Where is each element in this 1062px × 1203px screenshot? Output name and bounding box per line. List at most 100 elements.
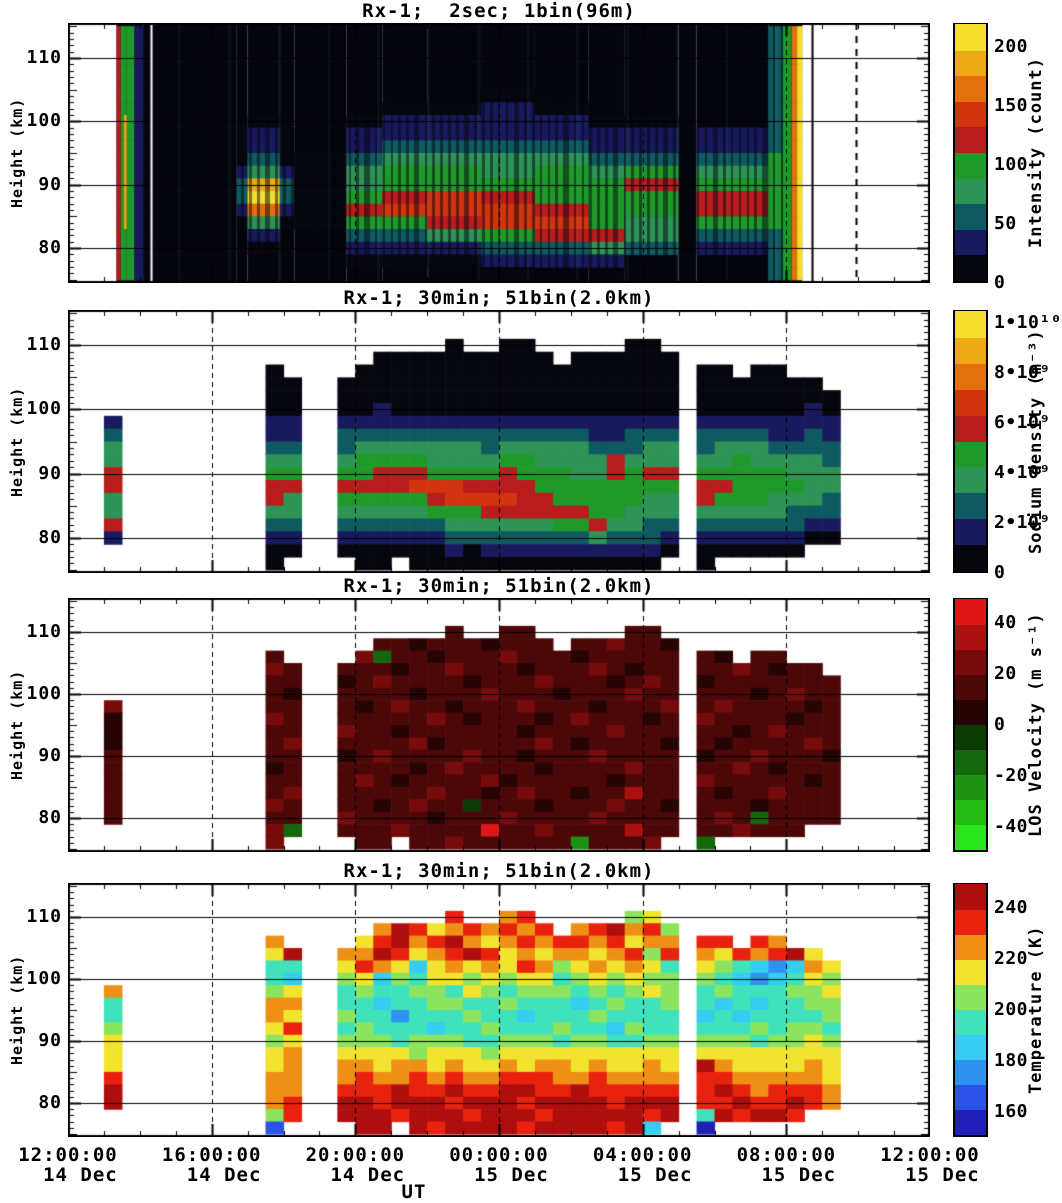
colorbar-tick-label: 2•10⁹ — [994, 512, 1051, 534]
panel-2-colorbar — [953, 310, 988, 573]
colorbar-block — [955, 984, 986, 1010]
colorbar-block — [955, 1009, 986, 1035]
colorbar-block — [955, 624, 986, 650]
colorbar-tick-label: 8•10⁹ — [994, 361, 1051, 383]
colorbar-block — [955, 518, 986, 546]
panel-1-heatmap — [68, 23, 930, 283]
colorbar-block — [955, 152, 986, 179]
y-tick-label: 100 — [26, 110, 62, 132]
colorbar-tick-label: 6•10⁹ — [994, 411, 1051, 433]
colorbar-tick-label: 50 — [994, 212, 1017, 234]
panel-3-heatmap — [68, 598, 930, 852]
colorbar-tick-label: 100 — [994, 153, 1029, 175]
colorbar-tick-label: 0 — [994, 562, 1006, 583]
colorbar-block — [955, 336, 986, 364]
panel-4-title: Rx-1; 30min; 51bin(2.0km) — [343, 860, 655, 882]
colorbar-block — [955, 909, 986, 935]
colorbar-block — [955, 749, 986, 775]
y-tick-label: 110 — [26, 334, 62, 356]
y-axis-title: Height (km) — [8, 954, 26, 1066]
y-tick-label: 100 — [26, 683, 62, 705]
colorbar-block — [955, 599, 986, 625]
colorbar-tick-label: 150 — [994, 94, 1029, 116]
y-tick-label: 90 — [38, 173, 62, 195]
colorbar-block — [955, 24, 986, 51]
colorbar-tick-label: 0 — [994, 272, 1006, 293]
y-tick-label: 80 — [38, 526, 62, 548]
colorbar-title: Sodium density (m⁻³) — [1026, 329, 1046, 554]
colorbar-block — [955, 362, 986, 390]
y-tick-label: 80 — [38, 806, 62, 828]
colorbar-block — [955, 649, 986, 675]
colorbar-tick-label: 180 — [994, 1049, 1029, 1071]
colorbar-tick-label: -40 — [994, 815, 1029, 837]
colorbar-block — [955, 699, 986, 725]
colorbar-block — [955, 824, 986, 850]
x-tick-label: 00:00:00 15 Dec — [449, 1144, 549, 1186]
y-tick-label: 90 — [38, 1029, 62, 1051]
panel-4-heatmap — [68, 883, 930, 1137]
colorbar-tick-label: 160 — [994, 1100, 1029, 1122]
y-tick-label: 80 — [38, 1091, 62, 1113]
x-tick-label: 20:00:00 14 Dec — [305, 1144, 406, 1186]
panel-1-title: Rx-1; 2sec; 1bin(96m) — [362, 0, 636, 22]
colorbar-tick-label: 220 — [994, 948, 1029, 970]
colorbar-block — [955, 1034, 986, 1060]
x-tick-label: 16:00:00 14 Dec — [161, 1144, 262, 1186]
y-tick-label: 110 — [26, 906, 62, 928]
colorbar-tick-label: 4•10⁹ — [994, 461, 1051, 483]
panel-4-colorbar — [953, 883, 988, 1137]
y-tick-label: 80 — [38, 237, 62, 259]
colorbar-block — [955, 1084, 986, 1110]
panel-3-title: Rx-1; 30min; 51bin(2.0km) — [343, 575, 655, 597]
colorbar-block — [955, 254, 986, 281]
y-axis-title: Height (km) — [8, 97, 26, 209]
colorbar-block — [955, 544, 986, 571]
x-axis-title: UT — [401, 1181, 427, 1203]
colorbar-block — [955, 388, 986, 416]
colorbar-title: Temperature (K) — [1026, 925, 1046, 1095]
colorbar-title: LOS Velocity (m s⁻¹) — [1026, 612, 1046, 838]
colorbar-block — [955, 228, 986, 256]
y-tick-label: 100 — [26, 968, 62, 990]
panel-2-heatmap — [68, 310, 930, 573]
x-tick-label: 08:00:00 15 Dec — [736, 1144, 837, 1186]
colorbar-block — [955, 49, 986, 77]
panel-2-title: Rx-1; 30min; 51bin(2.0km) — [343, 287, 655, 309]
colorbar-block — [955, 310, 986, 338]
colorbar-block — [955, 203, 986, 230]
colorbar-block — [955, 126, 986, 153]
colorbar-block — [955, 177, 986, 205]
colorbar-block — [955, 1109, 986, 1135]
colorbar-block — [955, 884, 986, 910]
colorbar-block — [955, 934, 986, 960]
colorbar-tick-label: -20 — [994, 764, 1029, 786]
colorbar-block — [955, 724, 986, 750]
y-tick-label: 110 — [26, 46, 62, 68]
colorbar-block — [955, 100, 986, 128]
y-axis-title: Height (km) — [8, 669, 26, 781]
x-tick-label: 12:00:00 14 Dec — [18, 1144, 118, 1186]
colorbar-block — [955, 774, 986, 800]
colorbar-block — [955, 799, 986, 825]
colorbar-block — [955, 75, 986, 102]
colorbar-tick-label: 200 — [994, 35, 1029, 57]
panel-3-colorbar — [953, 598, 988, 852]
colorbar-tick-label: 40 — [994, 612, 1017, 634]
panel-1-colorbar — [953, 23, 988, 283]
x-tick-label: 04:00:00 15 Dec — [592, 1144, 693, 1186]
y-tick-label: 100 — [26, 398, 62, 420]
colorbar-block — [955, 414, 986, 442]
y-axis-title: Height (km) — [8, 386, 26, 497]
colorbar-tick-label: 20 — [994, 663, 1017, 685]
colorbar-tick-label: 200 — [994, 999, 1029, 1020]
colorbar-title: Intensity (count) — [1026, 57, 1046, 249]
y-tick-label: 90 — [38, 462, 62, 484]
colorbar-block — [955, 492, 986, 520]
colorbar-block — [955, 466, 986, 494]
x-tick-label: 12:00:00 15 Dec — [880, 1144, 980, 1186]
colorbar-block — [955, 1059, 986, 1085]
colorbar-block — [955, 440, 986, 468]
